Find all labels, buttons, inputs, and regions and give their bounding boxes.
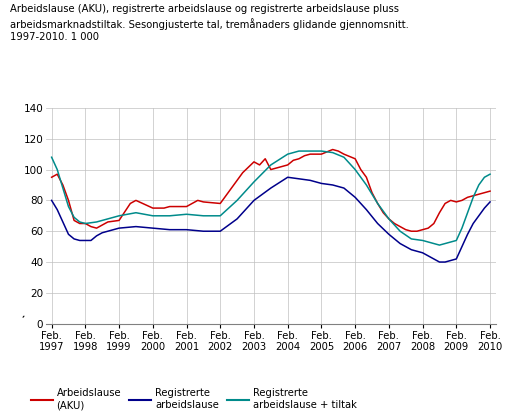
Legend: Arbeidslause
(AKU), Registrerte
arbeidslause, Registrerte
arbeidslause + tiltak: Arbeidslause (AKU), Registrerte arbeidsl… (31, 388, 357, 410)
Text: Arbeidslause (AKU), registrerte arbeidslause og registrerte arbeidslause pluss
a: Arbeidslause (AKU), registrerte arbeidsl… (10, 4, 409, 42)
